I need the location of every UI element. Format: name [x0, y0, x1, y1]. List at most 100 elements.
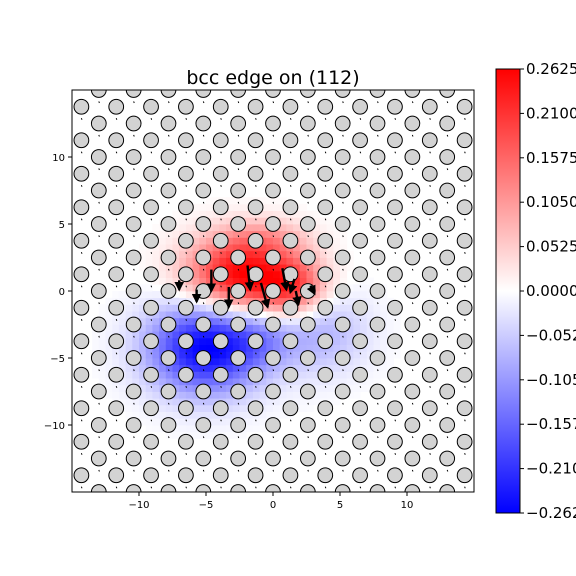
heatmap-cell [152, 364, 160, 372]
heatmap-cell [246, 264, 254, 272]
atom [352, 232, 368, 249]
heatmap-cell [380, 304, 388, 312]
heatmap-cell [313, 317, 321, 325]
heatmap-cell [232, 270, 240, 278]
displacement-vector-small [482, 202, 483, 204]
atom [57, 317, 72, 332]
displacement-vector-small [289, 151, 292, 154]
heatmap-cell [159, 304, 167, 312]
heatmap-cell [366, 311, 374, 319]
atom [369, 115, 386, 132]
atom [160, 383, 177, 400]
displacement-vector-small [464, 452, 466, 455]
displacement-vector-small [185, 352, 187, 355]
heatmap-cell [326, 398, 334, 406]
heatmap-cell [212, 244, 220, 252]
heatmap-cell [293, 364, 301, 372]
displacement-vector-small [394, 419, 397, 422]
heatmap-cell [212, 250, 220, 258]
atom [90, 283, 107, 299]
displacement-vector-small [98, 134, 100, 137]
heatmap-cell [299, 264, 307, 272]
heatmap-cell [340, 264, 348, 272]
heatmap-cell [266, 270, 274, 278]
heatmap-cell [246, 317, 254, 325]
heatmap-cell [118, 358, 126, 366]
atom [299, 450, 316, 467]
atom [230, 90, 247, 98]
heatmap-cell [239, 311, 247, 319]
heatmap-cell [246, 217, 254, 225]
heatmap-cell [226, 418, 234, 426]
heatmap-cell [293, 224, 301, 232]
atom [421, 366, 438, 383]
displacement-vector-small [185, 218, 187, 221]
displacement-vector-small [324, 218, 327, 221]
heatmap-cell [132, 344, 140, 352]
atom [282, 132, 299, 149]
atom [387, 98, 403, 115]
heatmap-cell [165, 270, 173, 278]
heatmap-cell [306, 237, 314, 245]
heatmap-cell [299, 304, 307, 312]
heatmap-cell [226, 197, 234, 205]
atom [143, 266, 159, 283]
heatmap-cell [380, 371, 388, 379]
heatmap-cell [172, 384, 180, 392]
heatmap-cell [212, 311, 220, 319]
heatmap-cell [346, 250, 354, 258]
atom [299, 115, 316, 132]
heatmap-cell [333, 364, 341, 372]
displacement-vector-small [394, 117, 397, 120]
heatmap-cell [340, 304, 348, 312]
displacement-vector-small [255, 419, 257, 422]
displacement-vector-small [324, 352, 327, 355]
displacement-vector-small [133, 235, 135, 238]
heatmap-cell [125, 331, 133, 339]
colorbar-tick-label: 0.1575 [526, 149, 576, 167]
heatmap-cell [125, 297, 133, 305]
atom [421, 433, 438, 450]
heatmap-cell [172, 250, 180, 258]
heatmap-cell [179, 224, 187, 232]
heatmap-cell [192, 425, 200, 433]
heatmap-cell [259, 378, 267, 386]
heatmap-cell [293, 244, 301, 252]
displacement-vector-small [80, 218, 83, 221]
displacement-vector-small [465, 85, 466, 87]
heatmap-cell [313, 337, 321, 345]
heatmap-cell [346, 371, 354, 379]
displacement-vector-small [98, 469, 100, 472]
heatmap-cell [246, 257, 254, 265]
heatmap-cell [293, 230, 301, 238]
heatmap-cell [159, 311, 167, 319]
displacement-vector-small [394, 452, 397, 455]
heatmap-cell [386, 358, 394, 366]
displacement-vector-small [342, 168, 344, 171]
heatmap-cell [299, 371, 307, 379]
heatmap-cell [192, 364, 200, 372]
heatmap-cell [340, 371, 348, 379]
displacement-vector-small [168, 302, 170, 305]
displacement-vector-small [342, 369, 344, 372]
displacement-vector-small [289, 318, 292, 321]
atom [195, 350, 212, 366]
heatmap-cell [192, 344, 200, 352]
heatmap-cell [266, 244, 274, 252]
heatmap-cell [212, 425, 220, 433]
heatmap-cell [112, 384, 120, 392]
heatmap-cell [118, 378, 126, 386]
heatmap-cell [172, 398, 180, 406]
heatmap-cell [219, 291, 227, 299]
heatmap-cell [313, 351, 321, 359]
heatmap-cell [306, 344, 314, 352]
heatmap-cell [266, 344, 274, 352]
displacement-vector-small [80, 419, 83, 422]
heatmap-cell [165, 431, 173, 439]
heatmap-cell [306, 277, 314, 285]
heatmap-cell [219, 351, 227, 359]
displacement-vector-small [464, 218, 466, 221]
heatmap-cell [212, 364, 220, 372]
heatmap-cell [266, 264, 274, 272]
displacement-vector-small [168, 168, 170, 171]
